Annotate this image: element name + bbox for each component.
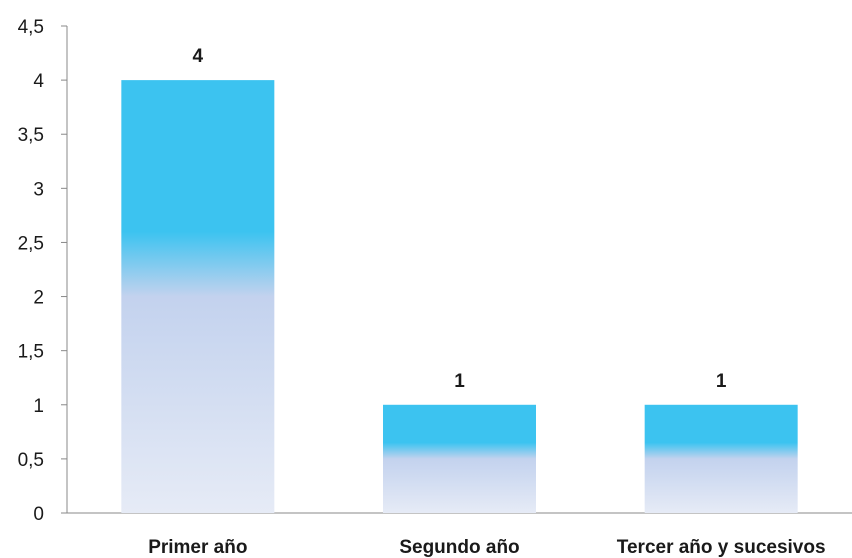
y-tick-label: 3,5 (18, 125, 44, 146)
bar (644, 404, 798, 513)
x-category-label: Segundo año (399, 537, 519, 558)
y-tick-label: 1,5 (18, 342, 44, 363)
x-category-label: Primer año (148, 537, 247, 558)
bar (121, 80, 275, 513)
y-tick-label: 4,5 (18, 17, 44, 38)
bar (383, 404, 536, 513)
y-tick-label: 4 (33, 71, 44, 92)
y-tick-label: 3 (33, 179, 44, 200)
y-tick-label: 2 (33, 288, 44, 309)
y-tick-label: 2,5 (18, 233, 44, 254)
y-tick-label: 0,5 (18, 450, 44, 471)
data-label: 1 (716, 371, 727, 392)
bars-group (121, 80, 798, 513)
y-tick-label: 0 (33, 504, 44, 525)
labels-group: 4 Primer año 1 Segundo año 1 Tercer año y suc… (148, 46, 825, 558)
x-category-label: Tercer año y sucesivos (617, 537, 826, 558)
data-label: 1 (454, 371, 465, 392)
data-label: 4 (193, 46, 204, 67)
y-tick-label: 1 (33, 396, 44, 417)
axes: 0 0,5 1 1,5 2 2,5 3 3,5 4 4,5 (18, 17, 852, 525)
